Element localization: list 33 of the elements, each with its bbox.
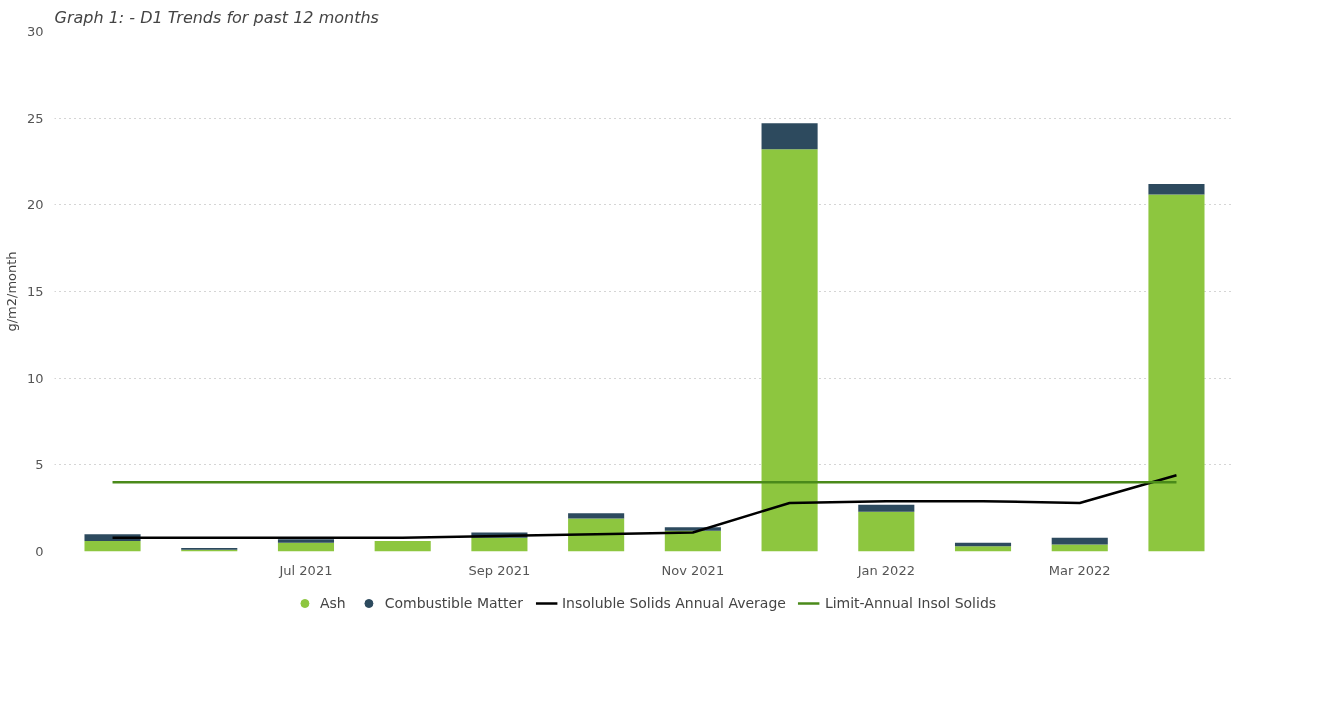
bar bbox=[858, 511, 915, 552]
bar bbox=[954, 546, 1012, 552]
legend-label: Combustible Matter bbox=[384, 594, 523, 611]
y-tick-label: 20 bbox=[26, 197, 44, 213]
bar bbox=[277, 542, 335, 552]
chart-title: Graph 1: - D1 Trends for past 12 months bbox=[54, 7, 379, 27]
bar bbox=[858, 504, 915, 512]
x-tick-label: Jan 2022 bbox=[856, 562, 915, 578]
y-tick-label: 0 bbox=[35, 544, 44, 559]
bar bbox=[568, 513, 625, 519]
y-tick-label: 10 bbox=[26, 370, 44, 386]
y-axis-title: g/m2/month bbox=[3, 251, 19, 332]
bar bbox=[1148, 194, 1205, 552]
legend-label: Limit-Annual Insol Solids bbox=[824, 594, 997, 611]
y-tick-label: 5 bbox=[35, 457, 44, 473]
bar bbox=[1051, 537, 1108, 545]
bar bbox=[277, 539, 335, 543]
x-tick-label: Sep 2021 bbox=[468, 562, 531, 578]
x-tick-label: Mar 2022 bbox=[1048, 562, 1111, 578]
y-tick-label: 15 bbox=[26, 284, 44, 299]
bar bbox=[84, 541, 141, 552]
y-tick-label: 30 bbox=[26, 24, 44, 39]
bar bbox=[761, 123, 818, 150]
legend-label: Ash bbox=[319, 594, 346, 611]
bar bbox=[1148, 184, 1205, 195]
legend-label: Insoluble Solids Annual Average bbox=[561, 594, 786, 611]
x-tick-label: Jul 2021 bbox=[278, 562, 333, 578]
y-tick-label: 25 bbox=[26, 110, 44, 126]
x-tick-label: Nov 2021 bbox=[661, 562, 725, 578]
bar bbox=[374, 541, 431, 552]
bar bbox=[471, 537, 528, 552]
line-series bbox=[111, 473, 1178, 539]
bar bbox=[761, 149, 818, 552]
